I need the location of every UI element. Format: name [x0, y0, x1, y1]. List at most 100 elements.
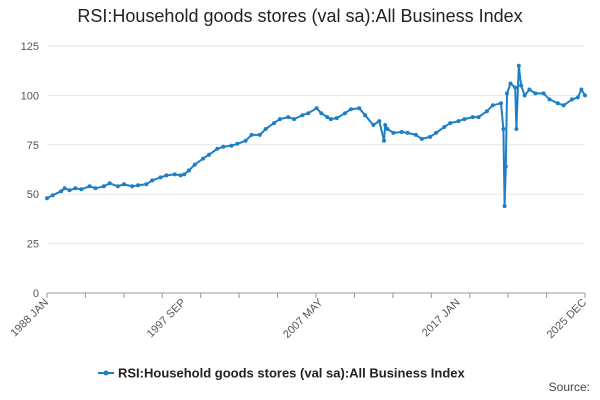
- data-point: [286, 115, 291, 120]
- data-point: [348, 107, 353, 112]
- legend-label[interactable]: RSI:Household goods stores (val sa):All …: [118, 366, 466, 381]
- data-point: [144, 182, 149, 187]
- data-point: [541, 91, 546, 96]
- axes: [46, 293, 586, 298]
- data-point: [249, 132, 254, 137]
- data-point: [513, 85, 518, 90]
- data-point: [45, 196, 49, 201]
- data-point: [470, 115, 475, 120]
- y-tick-label: 75: [27, 140, 39, 152]
- data-point: [508, 81, 513, 86]
- data-point: [186, 168, 191, 173]
- data-point: [514, 127, 519, 131]
- data-point: [448, 121, 453, 126]
- data-point: [221, 144, 226, 149]
- data-point: [343, 111, 347, 116]
- data-point: [371, 123, 376, 127]
- data-point: [501, 127, 506, 131]
- data-point: [62, 186, 67, 191]
- legend[interactable]: RSI:Household goods stores (val sa):All …: [98, 366, 466, 381]
- data-point: [257, 132, 262, 137]
- y-tick-label: 125: [21, 41, 39, 53]
- data-point: [164, 173, 169, 178]
- x-tick-label: 1988 JAN: [8, 297, 51, 340]
- data-point: [207, 152, 211, 157]
- data-point: [505, 91, 509, 96]
- data-point: [419, 136, 424, 141]
- x-tick-label: 2017 JAN: [420, 297, 463, 340]
- data-point: [182, 172, 187, 177]
- x-tick-label: 2007 MAY: [281, 296, 326, 341]
- data-point: [328, 117, 333, 122]
- data-point: [292, 117, 297, 122]
- data-point: [428, 134, 433, 139]
- data-point: [575, 95, 580, 100]
- series-line: [46, 64, 586, 208]
- data-point: [314, 106, 319, 111]
- data-point: [243, 138, 248, 143]
- data-point: [136, 183, 140, 188]
- x-tick-labels: 1988 JAN 1997 SEP 2007 MAY 2017 JAN 2025 DEC: [8, 296, 589, 341]
- data-point: [300, 113, 305, 118]
- data-point: [357, 106, 362, 111]
- data-point: [583, 93, 587, 98]
- data-point: [383, 123, 388, 127]
- legend-marker-icon: [103, 370, 109, 376]
- x-tick-label: 2025 DEC: [545, 297, 589, 341]
- data-point: [87, 184, 92, 189]
- data-point: [93, 186, 98, 191]
- series-layer: [45, 63, 587, 209]
- x-tick-label: 1997 SEP: [145, 297, 189, 341]
- data-point: [476, 115, 481, 120]
- data-point: [533, 91, 538, 96]
- data-point: [434, 130, 438, 135]
- data-point: [73, 186, 78, 191]
- data-point: [484, 109, 489, 114]
- data-point: [522, 93, 527, 98]
- data-point: [519, 83, 524, 88]
- data-point: [363, 113, 368, 118]
- data-point: [50, 193, 55, 198]
- y-tick-labels: 0 25 50 75 100 125: [21, 41, 39, 300]
- data-point: [377, 119, 382, 124]
- data-point: [385, 127, 390, 131]
- data-point: [547, 97, 552, 102]
- data-point: [263, 127, 268, 131]
- data-point: [172, 172, 177, 177]
- data-point: [107, 181, 112, 186]
- data-point: [413, 132, 418, 137]
- data-point: [130, 184, 135, 189]
- data-point: [325, 115, 330, 120]
- data-point: [150, 178, 155, 183]
- chart-title: RSI:Household goods stores (val sa):All …: [77, 6, 523, 26]
- y-tick-label: 100: [21, 90, 39, 102]
- data-point: [527, 87, 532, 92]
- data-point: [229, 143, 234, 148]
- data-point: [215, 146, 220, 151]
- y-tick-label: 50: [27, 189, 39, 201]
- data-point: [192, 162, 197, 167]
- data-point: [490, 103, 495, 108]
- data-point: [503, 164, 508, 169]
- data-point: [516, 63, 521, 68]
- data-point: [277, 117, 282, 122]
- data-point: [442, 125, 447, 129]
- data-point: [399, 130, 404, 134]
- data-point: [579, 87, 584, 92]
- data-point: [555, 101, 560, 106]
- data-point: [235, 141, 240, 146]
- data-point: [405, 130, 410, 135]
- y-tick-label: 0: [33, 288, 39, 300]
- data-point: [79, 187, 84, 192]
- data-point: [101, 184, 106, 189]
- data-point: [121, 182, 126, 187]
- data-point: [502, 204, 507, 209]
- data-point: [272, 121, 276, 126]
- data-point: [115, 184, 120, 189]
- data-point: [67, 188, 72, 193]
- data-point: [570, 97, 574, 102]
- data-point: [59, 189, 64, 194]
- data-point: [391, 130, 396, 135]
- source-label: Source:: [548, 380, 590, 394]
